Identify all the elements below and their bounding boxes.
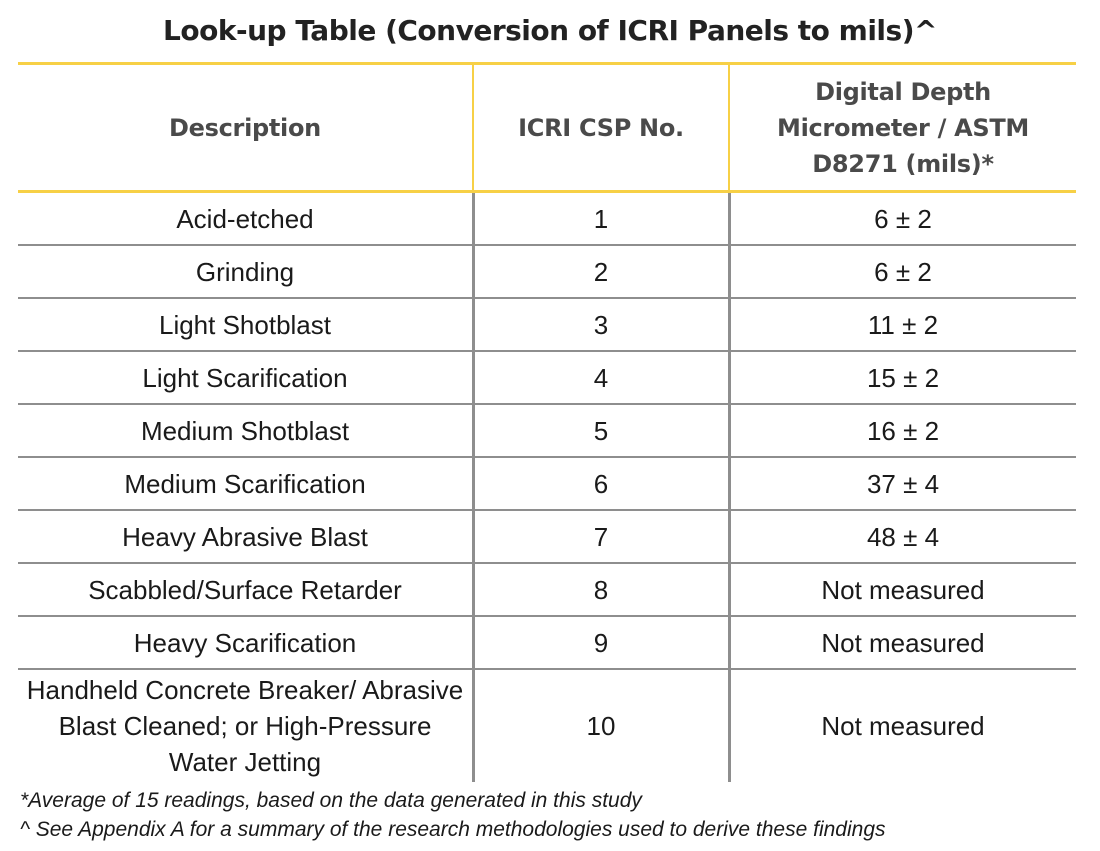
cell-depth: 11 ± 2 bbox=[867, 309, 939, 340]
footnote-appendix: ^ See Appendix A for a summary of the re… bbox=[20, 818, 886, 841]
column-divider bbox=[728, 299, 731, 350]
column-divider bbox=[472, 511, 475, 562]
cell-description: Medium Shotblast bbox=[140, 415, 350, 446]
header-divider bbox=[728, 65, 730, 190]
column-divider bbox=[472, 246, 475, 297]
column-divider bbox=[728, 564, 731, 615]
column-divider bbox=[472, 193, 475, 244]
table-row: Grinding 2 6 ± 2 bbox=[18, 246, 1076, 299]
cell-csp: 10 bbox=[586, 711, 616, 741]
table-row: Handheld Concrete Breaker/ Abrasive Blas… bbox=[18, 670, 1076, 782]
cell-csp: 8 bbox=[593, 574, 609, 605]
table-row: Scabbled/Surface Retarder 8 Not measured bbox=[18, 564, 1076, 617]
table-row: Light Shotblast 3 11 ± 2 bbox=[18, 299, 1076, 352]
column-divider bbox=[472, 617, 475, 668]
table-row: Acid-etched 1 6 ± 2 bbox=[18, 193, 1076, 246]
cell-csp: 2 bbox=[593, 256, 609, 287]
cell-description: Heavy Abrasive Blast bbox=[122, 521, 368, 552]
header-divider bbox=[472, 65, 474, 190]
column-divider bbox=[728, 458, 731, 509]
cell-csp: 4 bbox=[593, 362, 609, 393]
column-divider bbox=[728, 405, 731, 456]
cell-description: Medium Scarification bbox=[124, 468, 366, 499]
header-csp: ICRI CSP No. bbox=[518, 113, 684, 142]
table-header: Description ICRI CSP No. Digital Depth M… bbox=[18, 62, 1076, 193]
cell-csp: 1 bbox=[593, 203, 609, 234]
column-divider bbox=[472, 458, 475, 509]
header-depth: Digital Depth Micrometer / ASTM D8271 (m… bbox=[776, 77, 1030, 178]
table-title: Look-up Table (Conversion of ICRI Panels… bbox=[163, 14, 937, 47]
lookup-table: Description ICRI CSP No. Digital Depth M… bbox=[18, 62, 1076, 782]
footnote-average: *Average of 15 readings, based on the da… bbox=[20, 789, 642, 812]
cell-depth: 48 ± 4 bbox=[866, 521, 940, 552]
cell-description: Handheld Concrete Breaker/ Abrasive Blas… bbox=[26, 675, 464, 777]
column-divider bbox=[472, 299, 475, 350]
cell-description: Heavy Scarification bbox=[133, 627, 357, 658]
cell-depth: Not measured bbox=[821, 627, 985, 658]
cell-depth: 16 ± 2 bbox=[866, 415, 940, 446]
cell-description: Light Scarification bbox=[142, 362, 348, 393]
cell-depth: 6 ± 2 bbox=[874, 203, 932, 234]
cell-depth: Not measured bbox=[821, 711, 985, 741]
column-divider bbox=[728, 617, 731, 668]
column-divider bbox=[728, 193, 731, 244]
column-divider bbox=[728, 352, 731, 403]
column-divider bbox=[728, 511, 731, 562]
table-row: Medium Scarification 6 37 ± 4 bbox=[18, 458, 1076, 511]
column-divider bbox=[472, 352, 475, 403]
table-row: Light Scarification 4 15 ± 2 bbox=[18, 352, 1076, 405]
column-divider bbox=[472, 670, 475, 782]
cell-depth: 6 ± 2 bbox=[874, 256, 932, 287]
cell-depth: Not measured bbox=[821, 574, 985, 605]
table-row: Medium Shotblast 5 16 ± 2 bbox=[18, 405, 1076, 458]
cell-csp: 6 bbox=[593, 468, 609, 499]
cell-csp: 9 bbox=[593, 627, 609, 658]
column-divider bbox=[472, 564, 475, 615]
cell-description: Grinding bbox=[195, 256, 295, 287]
cell-depth: 37 ± 4 bbox=[866, 468, 940, 499]
cell-description: Light Shotblast bbox=[158, 309, 331, 340]
column-divider bbox=[728, 246, 731, 297]
cell-csp: 7 bbox=[593, 521, 609, 552]
table-row: Heavy Abrasive Blast 7 48 ± 4 bbox=[18, 511, 1076, 564]
header-description: Description bbox=[169, 113, 321, 142]
cell-description: Acid-etched bbox=[176, 203, 314, 234]
table-row: Heavy Scarification 9 Not measured bbox=[18, 617, 1076, 670]
cell-csp: 3 bbox=[593, 309, 609, 340]
cell-csp: 5 bbox=[593, 415, 609, 446]
column-divider bbox=[728, 670, 731, 782]
cell-description: Scabbled/Surface Retarder bbox=[88, 574, 402, 605]
cell-depth: 15 ± 2 bbox=[866, 362, 940, 393]
column-divider bbox=[472, 405, 475, 456]
